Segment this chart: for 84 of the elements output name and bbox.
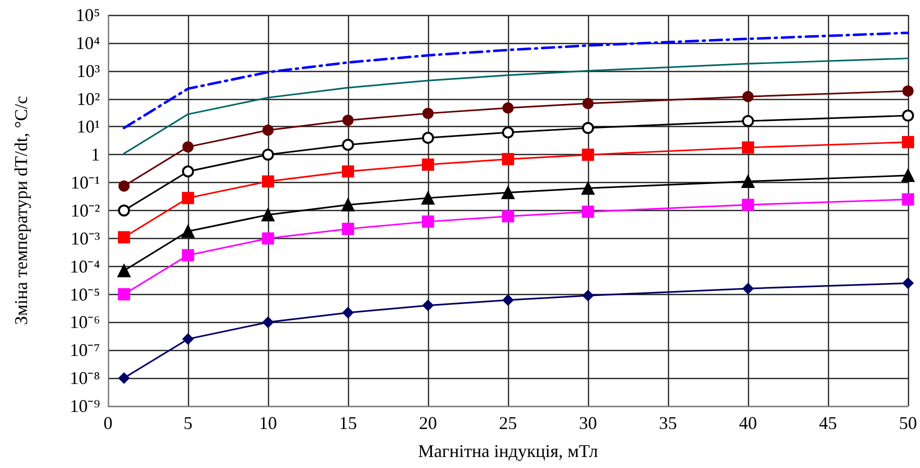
y-tick-label: 10⁻⁵	[70, 284, 100, 304]
point	[118, 204, 130, 216]
point	[902, 85, 914, 97]
point	[502, 126, 514, 138]
point	[582, 98, 594, 110]
point	[342, 138, 354, 151]
point	[182, 333, 194, 345]
point	[261, 208, 275, 222]
point	[742, 115, 754, 128]
line-series	[122, 32, 910, 130]
point	[742, 141, 754, 154]
x-tick-label: 50	[899, 413, 917, 433]
point	[581, 182, 595, 195]
point	[262, 232, 274, 245]
point	[422, 108, 434, 119]
y-tick-label: 1	[91, 144, 100, 165]
y-tick-label: 10⁻⁴	[70, 256, 100, 276]
point	[502, 102, 514, 114]
x-tick-label: 25	[499, 413, 517, 433]
point	[742, 282, 754, 294]
point	[262, 175, 274, 188]
point	[582, 148, 594, 161]
x-tick-label: 10	[259, 413, 277, 433]
point	[502, 294, 514, 306]
y-tick-label: 10⁴	[76, 32, 100, 53]
point	[422, 300, 434, 311]
y-tick-label: 10⁻⁷	[70, 340, 100, 360]
point	[422, 216, 434, 228]
point	[901, 168, 915, 182]
y-tick-label: 10³	[76, 60, 101, 81]
x-axis-title: Магнітна індукція, мТл	[418, 441, 598, 461]
point	[262, 316, 274, 328]
y-tick-label: 10⁻⁸	[70, 368, 100, 388]
point	[741, 174, 755, 188]
point	[262, 124, 274, 136]
point	[182, 165, 194, 178]
line-series	[123, 58, 909, 154]
point	[502, 153, 514, 166]
y-tick-label: 10⁻⁶	[70, 312, 100, 332]
point	[342, 307, 354, 318]
x-tick-label: 40	[739, 413, 757, 433]
point	[902, 193, 914, 206]
point	[118, 372, 130, 384]
point	[902, 278, 914, 289]
point	[502, 210, 514, 222]
x-tick-label: 30	[579, 413, 597, 433]
y-tick-label: 10²	[76, 88, 100, 109]
point	[902, 110, 914, 122]
point	[342, 165, 354, 178]
point	[182, 249, 194, 262]
point	[117, 264, 131, 278]
point	[902, 136, 914, 148]
point	[742, 198, 754, 211]
point	[342, 222, 354, 235]
point	[262, 148, 274, 161]
x-tick-label: 45	[819, 413, 837, 433]
y-tick-label: 10⁻¹	[70, 172, 100, 193]
y-tick-label: 10⁻⁹	[70, 396, 100, 416]
x-tick-label: 0	[104, 413, 112, 433]
point	[421, 191, 435, 205]
y-tick-label: 10⁵	[76, 5, 100, 25]
y-tick-label: 10⁻²	[70, 200, 100, 220]
point	[582, 122, 594, 134]
y-tick-label: 10⁻³	[70, 228, 101, 248]
y-axis-title: Зміна температури dT/dt, °C/c	[11, 96, 31, 325]
x-tick-label: 15	[339, 413, 357, 433]
point	[181, 224, 195, 238]
y-tick-label: 10¹	[76, 116, 100, 137]
x-tick-label: 5	[184, 413, 192, 433]
point	[501, 186, 515, 200]
x-tick-label: 20	[419, 413, 437, 433]
point	[341, 198, 355, 212]
point	[582, 206, 594, 218]
point	[118, 288, 130, 300]
point	[118, 231, 130, 244]
point	[742, 90, 754, 102]
point	[118, 180, 130, 192]
point	[182, 141, 194, 152]
point	[342, 114, 354, 126]
point	[422, 132, 434, 144]
point	[582, 290, 594, 302]
point	[422, 158, 434, 171]
point	[182, 192, 194, 204]
x-tick-label: 35	[659, 413, 677, 433]
